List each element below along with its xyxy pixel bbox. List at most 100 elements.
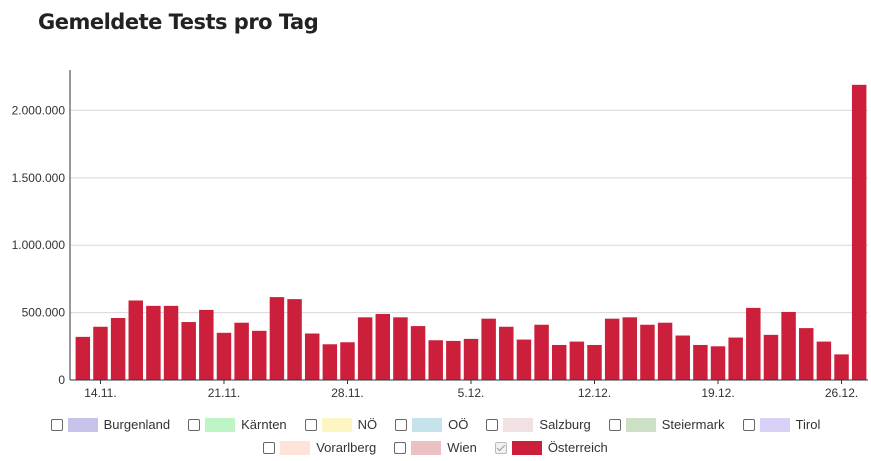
legend-item-vorarlberg[interactable]: Vorarlberg xyxy=(263,440,376,455)
bar xyxy=(640,324,655,380)
bar xyxy=(128,300,143,380)
legend-checkbox[interactable] xyxy=(608,418,621,431)
bar xyxy=(675,335,690,380)
chart-title: Gemeldete Tests pro Tag xyxy=(38,10,319,34)
bar xyxy=(181,322,196,380)
legend-swatch xyxy=(503,417,534,432)
bar xyxy=(93,326,108,380)
y-tick-label: 1.000.000 xyxy=(12,238,66,252)
x-tick-label: 5.12. xyxy=(458,386,485,400)
bar xyxy=(728,337,743,380)
legend-label: NÖ xyxy=(357,417,378,432)
legend-swatch xyxy=(280,440,311,455)
legend-label: Burgenland xyxy=(103,417,171,432)
legend-label: Wien xyxy=(447,440,477,455)
legend-checkbox[interactable] xyxy=(304,418,317,431)
x-tick-label: 26.12. xyxy=(825,386,858,400)
bar xyxy=(163,305,179,380)
legend-swatch xyxy=(321,417,352,432)
bar xyxy=(252,330,267,380)
x-tick-label: 28.11. xyxy=(331,386,363,400)
legend-checkbox[interactable] xyxy=(486,418,499,431)
legend-swatch xyxy=(759,417,790,432)
bar xyxy=(287,299,302,380)
legend-swatch xyxy=(511,440,542,455)
legend-label: Kärnten xyxy=(241,417,287,432)
y-tick-label: 0 xyxy=(58,373,65,387)
bar xyxy=(534,324,549,380)
bar xyxy=(834,354,849,380)
bar xyxy=(657,322,673,380)
bar xyxy=(569,341,585,380)
legend-checkbox[interactable] xyxy=(263,441,276,454)
legend-label: Tirol xyxy=(795,417,821,432)
bar xyxy=(746,307,761,380)
x-tick-label: 19.12. xyxy=(701,386,734,400)
bar xyxy=(146,305,161,380)
bar xyxy=(499,326,514,380)
bar xyxy=(516,339,532,380)
bar-chart: 0 500.000 1.000.000 1.500.000 2.000.000 14.11… xyxy=(12,70,868,400)
bar xyxy=(110,318,126,380)
x-tick-label: 14.11. xyxy=(84,386,116,400)
bar xyxy=(446,340,461,380)
bar xyxy=(816,341,832,380)
legend-checkbox[interactable] xyxy=(494,441,507,454)
legend-item-oö[interactable]: OÖ xyxy=(395,417,468,432)
y-tick-label: 2.000.000 xyxy=(12,103,66,117)
legend-label: Österreich xyxy=(547,440,608,455)
legend-swatch xyxy=(67,417,98,432)
y-tick-label: 1.500.000 xyxy=(12,171,66,185)
legend-swatch xyxy=(205,417,236,432)
bar xyxy=(710,346,726,380)
legend-label: Vorarlberg xyxy=(316,440,377,455)
bar xyxy=(604,318,620,380)
legend-checkbox[interactable] xyxy=(395,418,408,431)
x-tick-label: 12.12. xyxy=(578,386,611,400)
legend-item-österreich[interactable]: Österreich xyxy=(494,440,608,455)
legend-item-salzburg[interactable]: Salzburg xyxy=(486,417,591,432)
bar xyxy=(304,333,320,380)
y-tick-label: 500.000 xyxy=(22,306,66,320)
legend-checkbox[interactable] xyxy=(742,418,755,431)
legend-checkbox[interactable] xyxy=(394,441,407,454)
bar xyxy=(587,344,602,380)
legend-label: OÖ xyxy=(448,417,469,432)
bar xyxy=(234,322,249,380)
bar xyxy=(410,326,426,380)
bar xyxy=(481,318,496,380)
bar xyxy=(622,317,638,380)
bar xyxy=(693,344,708,380)
bar xyxy=(75,336,91,380)
legend-item-steiermark[interactable]: Steiermark xyxy=(608,417,725,432)
legend-item-wien[interactable]: Wien xyxy=(394,440,477,455)
bar xyxy=(428,340,443,380)
legend-swatch xyxy=(412,417,443,432)
legend-item-burgenland[interactable]: Burgenland xyxy=(50,417,171,432)
bar xyxy=(463,338,479,380)
bar xyxy=(269,297,285,380)
legend-item-nö[interactable]: NÖ xyxy=(304,417,378,432)
legend-checkbox[interactable] xyxy=(188,418,201,431)
legend-row-2: Vorarlberg Wien Österreich xyxy=(0,440,871,455)
x-tick-label: 21.11. xyxy=(208,386,240,400)
bar xyxy=(393,317,408,380)
bar xyxy=(199,309,214,380)
legend-item-tirol[interactable]: Tirol xyxy=(742,417,821,432)
bar xyxy=(551,344,567,380)
bar xyxy=(375,313,391,380)
legend-swatch xyxy=(625,417,656,432)
bar xyxy=(851,84,867,381)
legend-item-kärnten[interactable]: Kärnten xyxy=(188,417,287,432)
bar xyxy=(357,317,373,380)
legend-label: Salzburg xyxy=(539,417,591,432)
legend-checkbox[interactable] xyxy=(50,418,63,431)
bar xyxy=(781,311,796,380)
bar xyxy=(763,334,779,380)
legend-swatch xyxy=(411,440,442,455)
bar xyxy=(216,332,232,380)
legend-label: Steiermark xyxy=(661,417,725,432)
bar xyxy=(340,342,355,380)
bar xyxy=(799,328,814,380)
legend-row-1: Burgenland Kärnten NÖ OÖ Salzburg Steiermark T… xyxy=(0,417,871,432)
